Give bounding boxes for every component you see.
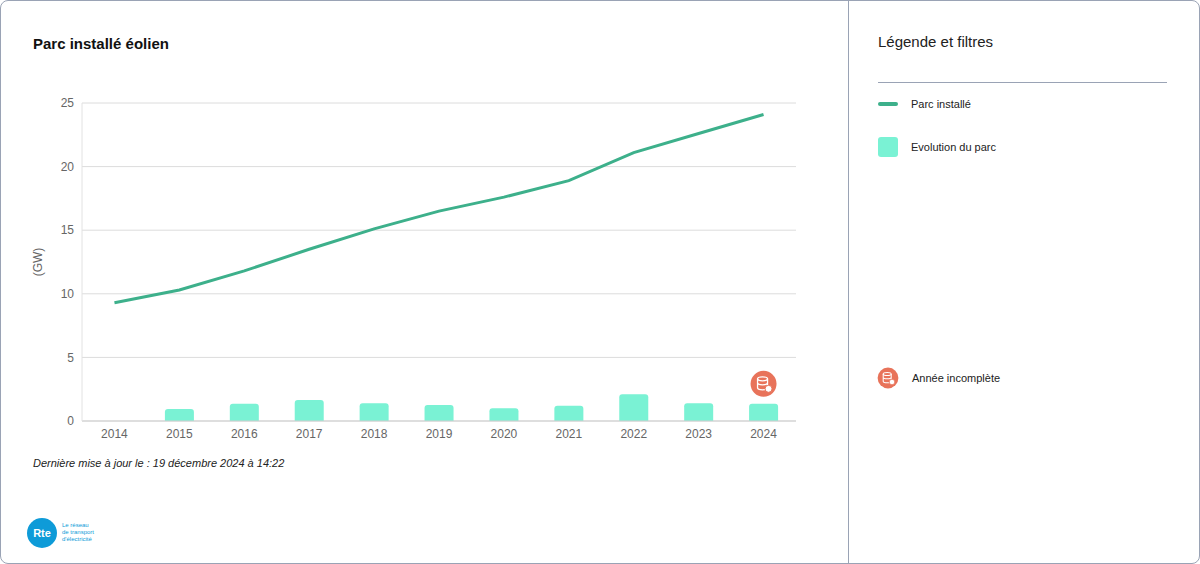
svg-text:2019: 2019 <box>426 427 453 441</box>
svg-text:Le réseau: Le réseau <box>62 522 89 528</box>
svg-text:2020: 2020 <box>491 427 518 441</box>
svg-text:2016: 2016 <box>231 427 258 441</box>
svg-text:2021: 2021 <box>555 427 582 441</box>
svg-text:de transport: de transport <box>62 529 94 535</box>
html-text:Dernière mise à jour le : 19 d: Dernière mise à jour le : 19 décembre 20… <box>33 457 285 469</box>
html-text:Parc installé: Parc installé <box>911 98 971 110</box>
svg-text:Rte: Rte <box>33 527 51 539</box>
svg-text:2018: 2018 <box>361 427 388 441</box>
svg-text:2023: 2023 <box>685 427 712 441</box>
svg-text:5: 5 <box>67 351 74 365</box>
svg-text:15: 15 <box>61 223 75 237</box>
svg-text:20: 20 <box>61 160 75 174</box>
svg-text:2017: 2017 <box>296 427 323 441</box>
html-text:Parc installé éolien: Parc installé éolien <box>33 35 169 52</box>
svg-text:2014: 2014 <box>101 427 128 441</box>
html-text:Evolution du parc: Evolution du parc <box>911 141 996 153</box>
svg-text:2015: 2015 <box>166 427 193 441</box>
svg-text:2024: 2024 <box>750 427 777 441</box>
html-text:Légende et filtres: Légende et filtres <box>878 33 994 50</box>
svg-text:d'électricité: d'électricité <box>62 536 92 542</box>
svg-text:10: 10 <box>61 287 75 301</box>
svg-text:0: 0 <box>67 414 74 428</box>
svg-text:(GW): (GW) <box>31 248 45 277</box>
html-text:Année incomplète: Année incomplète <box>912 372 1001 384</box>
svg-text:2022: 2022 <box>620 427 647 441</box>
svg-text:25: 25 <box>61 96 75 110</box>
